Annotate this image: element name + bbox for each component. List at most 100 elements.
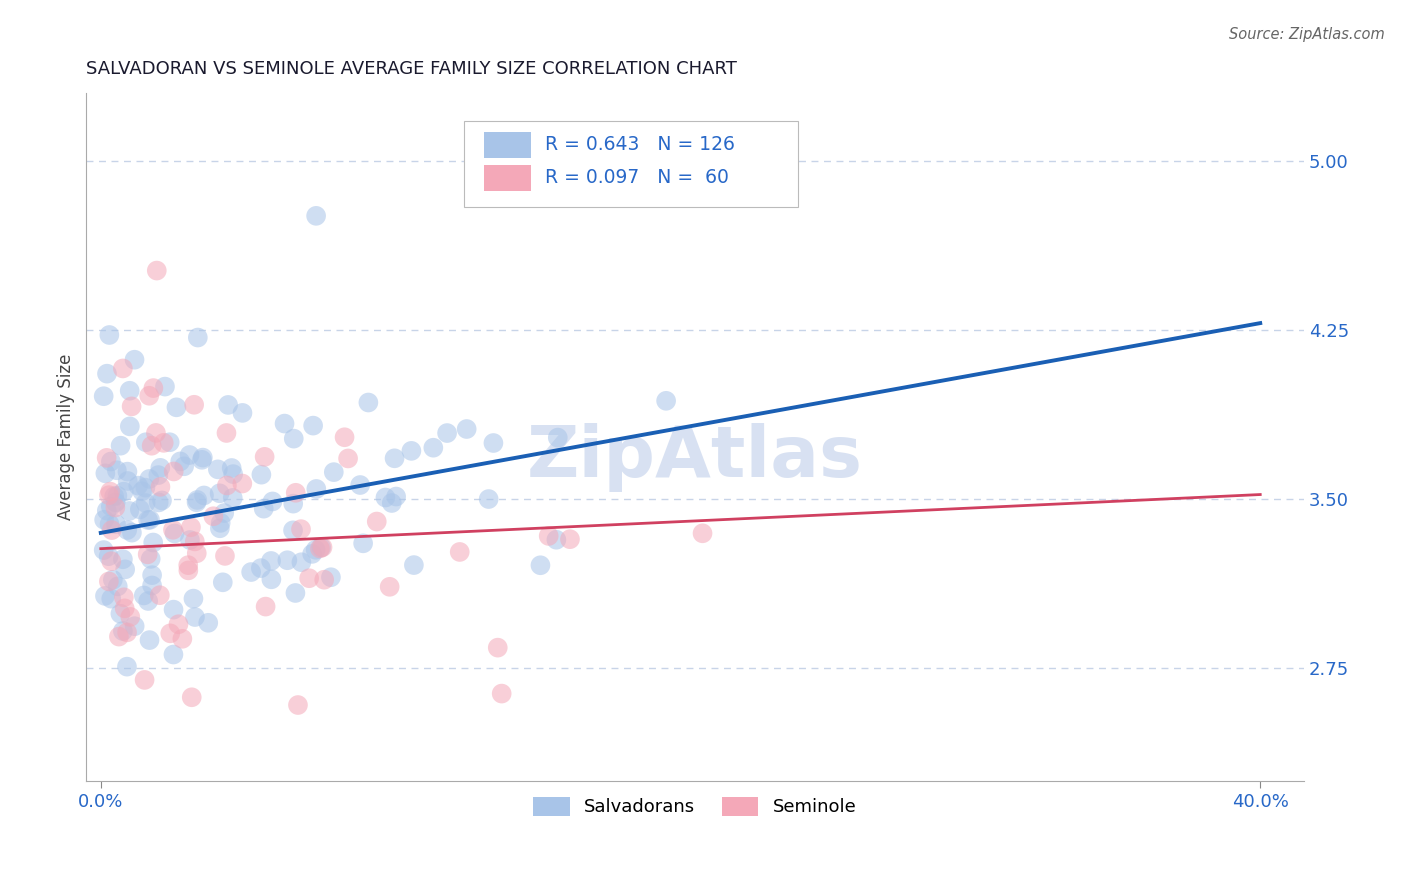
- Point: [127, 478, 149, 492]
- Point: [283, 432, 305, 446]
- Point: [478, 491, 501, 506]
- Point: [183, 398, 205, 412]
- Point: [135, 496, 157, 510]
- Point: [436, 425, 458, 440]
- Point: [104, 495, 127, 509]
- Point: [141, 578, 163, 592]
- Point: [105, 463, 128, 477]
- Point: [159, 626, 181, 640]
- Point: [290, 522, 312, 536]
- Point: [138, 472, 160, 486]
- Point: [149, 588, 172, 602]
- Point: [253, 501, 276, 516]
- Point: [163, 465, 186, 479]
- Point: [305, 209, 328, 223]
- Point: [401, 443, 423, 458]
- Point: [215, 425, 238, 440]
- Point: [97, 574, 120, 589]
- Point: [117, 474, 139, 488]
- Point: [110, 607, 132, 621]
- Point: [141, 439, 163, 453]
- Point: [112, 484, 135, 499]
- Point: [145, 425, 167, 440]
- Point: [482, 436, 505, 450]
- Point: [314, 573, 336, 587]
- Point: [186, 493, 208, 508]
- Point: [100, 500, 122, 514]
- Point: [222, 491, 245, 505]
- Point: [260, 572, 283, 586]
- Point: [337, 451, 360, 466]
- Point: [537, 529, 560, 543]
- Point: [124, 619, 146, 633]
- Point: [357, 395, 380, 409]
- Point: [301, 547, 323, 561]
- Point: [184, 534, 207, 549]
- Point: [449, 545, 471, 559]
- Point: [287, 698, 309, 712]
- Point: [186, 495, 208, 509]
- Point: [253, 450, 276, 464]
- Text: R = 0.643   N = 126: R = 0.643 N = 126: [546, 136, 735, 154]
- Point: [491, 687, 513, 701]
- Point: [101, 573, 124, 587]
- FancyBboxPatch shape: [485, 131, 530, 158]
- Point: [655, 393, 678, 408]
- Point: [254, 599, 277, 614]
- Point: [135, 435, 157, 450]
- Point: [222, 467, 245, 482]
- Legend: Salvadorans, Seminole: Salvadorans, Seminole: [526, 789, 863, 823]
- Point: [136, 594, 159, 608]
- Point: [115, 625, 138, 640]
- Point: [100, 554, 122, 568]
- FancyBboxPatch shape: [485, 165, 530, 191]
- Point: [100, 591, 122, 606]
- Point: [187, 330, 209, 344]
- Point: [162, 602, 184, 616]
- Point: [381, 496, 404, 510]
- Point: [262, 494, 284, 508]
- Point: [215, 478, 238, 492]
- Point: [111, 624, 134, 638]
- Point: [115, 523, 138, 537]
- Point: [139, 552, 162, 566]
- Point: [118, 504, 141, 518]
- Point: [96, 503, 118, 517]
- Point: [121, 525, 143, 540]
- Point: [384, 451, 406, 466]
- Point: [217, 398, 239, 412]
- Text: Source: ZipAtlas.com: Source: ZipAtlas.com: [1229, 27, 1385, 42]
- Point: [180, 690, 202, 705]
- Point: [183, 591, 205, 606]
- Point: [305, 482, 328, 496]
- Point: [107, 579, 129, 593]
- Point: [322, 465, 344, 479]
- Point: [108, 630, 131, 644]
- Point: [207, 462, 229, 476]
- Point: [159, 435, 181, 450]
- Point: [214, 549, 236, 563]
- Point: [100, 454, 122, 468]
- Point: [529, 558, 551, 573]
- Point: [284, 485, 307, 500]
- Point: [94, 589, 117, 603]
- Point: [374, 491, 396, 505]
- Point: [118, 384, 141, 398]
- Point: [281, 524, 304, 538]
- Point: [402, 558, 425, 572]
- Point: [142, 535, 165, 549]
- Point: [366, 515, 388, 529]
- Point: [94, 467, 117, 481]
- Point: [96, 450, 118, 465]
- Point: [131, 484, 153, 499]
- Point: [98, 484, 121, 499]
- Point: [352, 536, 374, 550]
- Point: [302, 418, 325, 433]
- Point: [177, 558, 200, 573]
- Point: [112, 591, 135, 605]
- Point: [311, 540, 333, 554]
- Point: [101, 523, 124, 537]
- Point: [309, 541, 332, 556]
- Point: [172, 632, 194, 646]
- Point: [114, 562, 136, 576]
